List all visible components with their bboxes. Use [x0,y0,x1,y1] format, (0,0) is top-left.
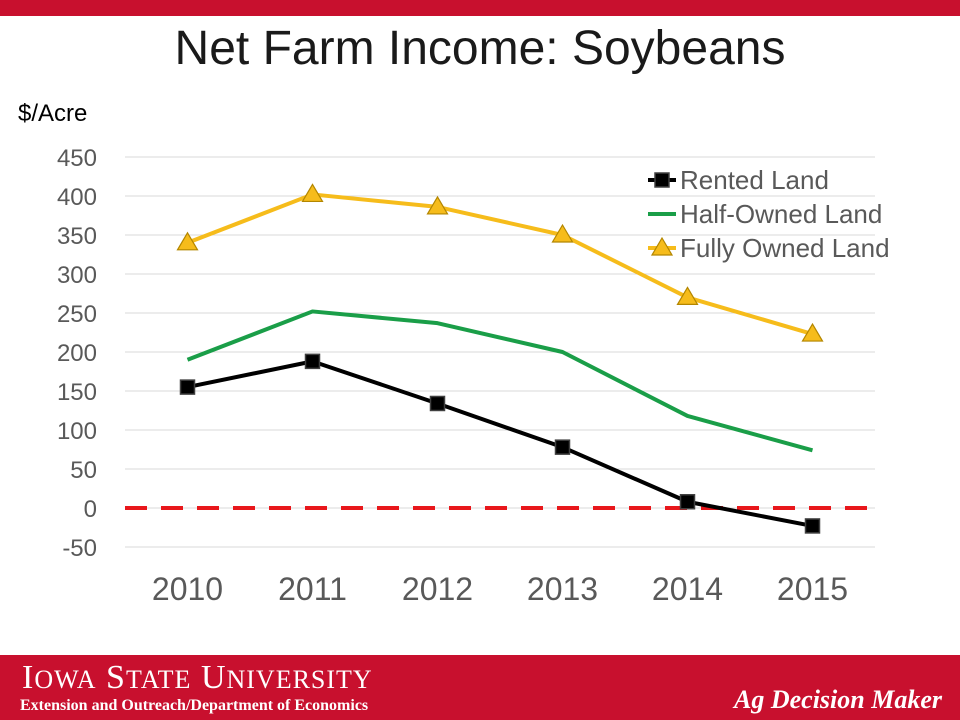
legend-label: Fully Owned Land [680,233,890,263]
legend-label: Rented Land [680,165,829,195]
y-tick-label: 400 [57,184,97,211]
series-line-1 [187,359,813,528]
y-tick-label: 300 [57,262,97,289]
data-point [301,183,324,203]
data-point [179,379,196,395]
y-tick-label: -50 [62,535,97,562]
line-chart: 450 400 350 300 250 200 150 100 50 0 -50 2010 2011 20… [57,145,890,607]
data-point [429,395,446,412]
x-tick-label: 2013 [527,571,598,607]
y-tick-label: 450 [57,145,97,172]
y-tick-label: 250 [57,301,97,328]
data-point [426,195,449,215]
y-tick-label: 200 [57,340,97,367]
series-line-2 [186,309,814,453]
university-name: IOWA STATE UNIVERSITY [22,659,373,696]
series-line-3 [186,192,814,336]
data-point [304,353,321,370]
data-point [551,223,574,243]
x-tick-label: 2011 [278,571,347,607]
slide-title: Net Farm Income: Soybeans [174,22,786,75]
legend-marker [650,236,674,256]
data-point [676,286,699,305]
top-banner [0,0,960,16]
x-tick-label: 2010 [152,571,223,607]
y-tick-label: 100 [57,418,97,445]
legend-marker [654,172,670,188]
y-tick-label: 350 [57,223,97,250]
data-point [801,322,824,342]
y-tick-label: 0 [84,496,97,523]
data-point [679,494,696,510]
footer-banner: IOWA STATE UNIVERSITY Extension and Outr… [0,655,960,720]
x-tick-label: 2014 [652,571,723,607]
legend-label: Half-Owned Land [680,199,882,229]
brand-label: Ag Decision Maker [734,685,942,714]
y-tick-label: 150 [57,379,97,406]
x-tick-label: 2012 [402,571,473,607]
y-tick-label: 50 [70,457,97,484]
data-point [176,231,199,251]
x-tick-label: 2015 [777,571,848,607]
data-point [554,439,571,455]
y-unit-label: $/Acre [18,100,88,127]
data-point [804,518,821,534]
department-label: Extension and Outreach/Department of Eco… [20,697,369,714]
